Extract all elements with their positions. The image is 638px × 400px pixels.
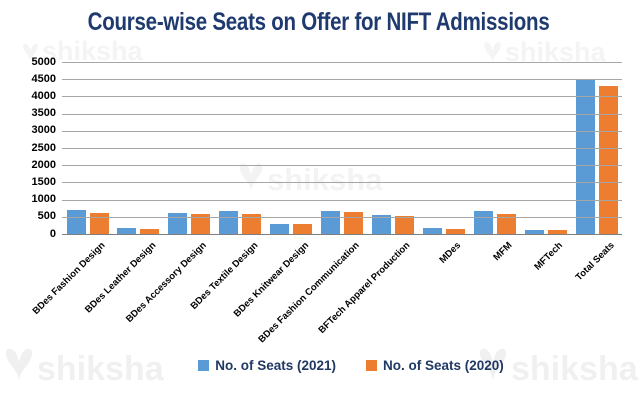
watermark-text: shiksha — [267, 162, 383, 198]
legend-swatch-icon — [198, 360, 210, 371]
bar-2021 — [66, 209, 86, 234]
x-axis-label: MDes — [437, 240, 464, 266]
gridline — [62, 182, 622, 184]
bar-2021 — [524, 229, 544, 234]
bar-2021 — [270, 223, 290, 234]
x-axis-label: Total Seats — [573, 240, 617, 284]
x-axis-label: BDes Fashion Design — [30, 240, 108, 317]
gridline — [62, 199, 622, 201]
y-axis-label: 1000 — [31, 193, 56, 206]
bar-2020 — [496, 213, 516, 234]
legend-label: No. of Seats (2020) — [383, 358, 504, 373]
bar-2020 — [445, 228, 465, 234]
bar-2020 — [242, 214, 262, 234]
gridline — [62, 79, 622, 81]
bar-2021 — [371, 214, 391, 234]
bar-2021 — [321, 211, 340, 234]
x-axis-label: BDes Accessory Design — [124, 240, 210, 325]
bar-2020 — [293, 224, 313, 234]
watermark: shiksha — [483, 37, 606, 68]
gridline — [62, 130, 622, 132]
watermark-text: shiksha — [505, 37, 606, 68]
watermark: shiksha — [238, 158, 383, 198]
shiksha-logo-icon — [5, 348, 33, 381]
y-axis-label: 3000 — [31, 124, 56, 137]
y-axis-label: 4500 — [31, 72, 56, 85]
bar-2020 — [191, 213, 211, 234]
shiksha-logo-icon — [239, 163, 263, 192]
x-axis-label: BFTech Apparel Production — [316, 240, 413, 336]
legend-item: No. of Seats (2021) — [198, 358, 336, 373]
y-axis-label: 500 — [37, 210, 56, 223]
shiksha-logo-icon — [23, 43, 38, 62]
legend-label: No. of Seats (2021) — [215, 358, 336, 373]
gridline — [62, 113, 622, 115]
legend-item: No. of Seats (2020) — [366, 358, 504, 373]
bar-2020 — [89, 212, 109, 234]
gridline — [62, 216, 622, 218]
title-row: Course-wise Seats on Offer for NIFT Admi… — [0, 8, 638, 37]
watermark: shiksha — [478, 342, 638, 388]
watermark-text: shiksha — [37, 349, 164, 388]
watermark-text: shiksha — [42, 36, 143, 67]
chart-title: Course-wise Seats on Offer for NIFT Admi… — [88, 8, 550, 36]
bar-2021 — [219, 210, 239, 234]
y-axis-label: 5000 — [31, 55, 56, 68]
x-axis-label: BDes Textile Design — [188, 240, 260, 312]
x-axis-label: MFM — [491, 240, 515, 264]
bar-2020 — [140, 228, 160, 234]
bar-2020 — [598, 86, 618, 234]
bar-2020 — [344, 212, 363, 234]
y-axis-label: 3500 — [31, 107, 56, 120]
bar-2021 — [168, 213, 188, 234]
bar-2020 — [394, 215, 414, 234]
watermark: shiksha — [4, 342, 164, 388]
bar-2021 — [422, 227, 442, 234]
watermark-text: shiksha — [511, 349, 638, 388]
plot-area — [62, 62, 622, 235]
x-axis-label: MFTech — [532, 240, 566, 273]
gridline — [62, 62, 622, 63]
gridline — [62, 96, 622, 98]
y-axis-label: 2000 — [31, 158, 56, 171]
gridline — [62, 165, 622, 167]
gridline — [62, 148, 622, 149]
bar-2020 — [547, 230, 567, 234]
watermark: shiksha — [22, 36, 143, 67]
y-axis-label: 2500 — [31, 141, 56, 154]
x-axis-label: BDes Fashion Communication — [256, 240, 362, 346]
y-axis-label: 0 — [49, 227, 56, 240]
bar-2021 — [473, 211, 493, 234]
bar-2021 — [117, 228, 137, 234]
legend-swatch-icon — [366, 360, 377, 371]
shiksha-logo-icon — [479, 348, 507, 381]
bar-2021 — [575, 79, 595, 234]
y-axis-label: 1500 — [31, 175, 56, 188]
x-axis-line — [62, 234, 622, 235]
x-axis-label: BDes Knitwear Design — [231, 240, 311, 320]
legend: No. of Seats (2021) No. of Seats (2020) — [0, 358, 638, 373]
shiksha-logo-icon — [484, 42, 501, 63]
x-axis-label: BDes Leather Design — [82, 240, 159, 316]
y-axis-label: 4000 — [31, 89, 56, 102]
